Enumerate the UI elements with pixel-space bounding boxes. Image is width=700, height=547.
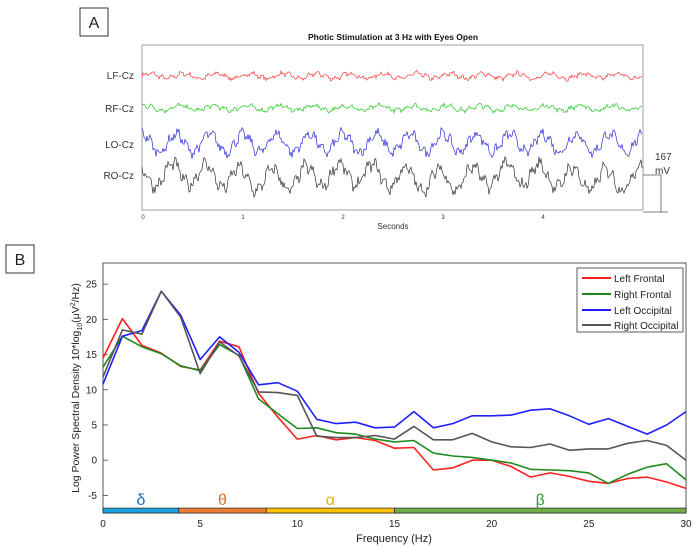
eeg-x-tick: 2 xyxy=(341,215,345,221)
psd-y-tick-label: -5 xyxy=(88,491,97,502)
panel-a-label-box xyxy=(79,7,109,37)
psd-x-tick-label: 30 xyxy=(680,519,692,530)
psd-y-tick-label: 0 xyxy=(91,456,97,467)
psd-series xyxy=(102,290,687,490)
channel-label-rf: RF-Cz xyxy=(105,104,134,115)
panel-b: B -5 0 5 10 15 20 25 0 5 10 15 20 25 30 δ θ α β Frequen… xyxy=(5,244,692,545)
psd-y-tick-label: 20 xyxy=(86,315,98,326)
legend-label-right-occipital: Right Occipital xyxy=(614,321,678,332)
eeg-x-tick: 0 xyxy=(141,215,145,221)
eeg-axes xyxy=(141,44,644,211)
legend-label-left-frontal: Left Frontal xyxy=(614,274,665,285)
band-symbol: α xyxy=(326,492,335,509)
psd-y-tick-label: 15 xyxy=(86,350,98,361)
psd-x-tick-label: 20 xyxy=(486,519,498,530)
psd-x-tick-label: 10 xyxy=(292,519,304,530)
eeg-x-tick: 1 xyxy=(241,215,245,221)
panel-b-label: B xyxy=(15,252,26,269)
band-symbol: β xyxy=(536,492,545,509)
psd-y-tick-label: 25 xyxy=(86,280,98,291)
panel-a: A Photic Stimulation at 3 Hz with Eyes O… xyxy=(79,7,672,231)
psd-x-tick-label: 15 xyxy=(389,519,401,530)
eeg-trace-rf xyxy=(141,102,643,115)
channel-label-ro: RO-Cz xyxy=(103,171,134,182)
band-symbol: θ xyxy=(218,492,227,509)
scale-bar: 167 mV xyxy=(643,152,672,213)
eeg-trace-lo xyxy=(141,126,643,159)
panel-a-label: A xyxy=(89,15,100,32)
psd-x-tick-label: 25 xyxy=(583,519,595,530)
eeg-x-tick: 4 xyxy=(541,215,545,221)
eeg-title: Photic Stimulation at 3 Hz with Eyes Ope… xyxy=(308,32,478,42)
psd-y-label: Log Power Spectral Density 10*log10(μV2/… xyxy=(70,283,84,493)
eeg-x-tick: 3 xyxy=(441,215,445,221)
band-symbol: δ xyxy=(136,492,145,509)
psd-x-tick-label: 5 xyxy=(197,519,203,530)
scale-bar-value: 167 xyxy=(655,152,672,163)
eeg-x-label: Seconds xyxy=(377,222,408,231)
channel-label-lo: LO-Cz xyxy=(105,140,134,151)
psd-line-left-occipital xyxy=(102,290,687,435)
psd-legend: Left Frontal Right Frontal Left Occipita… xyxy=(576,267,684,333)
eeg-x-ticks: 0 1 2 3 4 xyxy=(141,215,545,221)
eeg-trace-lf xyxy=(141,69,643,83)
psd-y-tick-label: 10 xyxy=(86,385,98,396)
psd-y-tick-label: 5 xyxy=(91,420,97,431)
psd-x-label: Frequency (Hz) xyxy=(356,533,432,545)
eeg-trace-ro xyxy=(141,156,643,198)
scale-bar-unit: mV xyxy=(655,166,670,177)
band-bar xyxy=(394,507,687,514)
channel-label-lf: LF-Cz xyxy=(107,71,134,82)
legend-label-left-occipital: Left Occipital xyxy=(614,306,672,317)
psd-line-right-occipital xyxy=(102,290,687,461)
psd-x-tick-label: 0 xyxy=(100,519,106,530)
panel-b-label-box xyxy=(5,244,35,274)
psd-y-ticks: -5 0 5 10 15 20 25 xyxy=(86,280,108,502)
psd-line-right-frontal xyxy=(102,335,687,485)
legend-label-right-frontal: Right Frontal xyxy=(614,290,671,301)
